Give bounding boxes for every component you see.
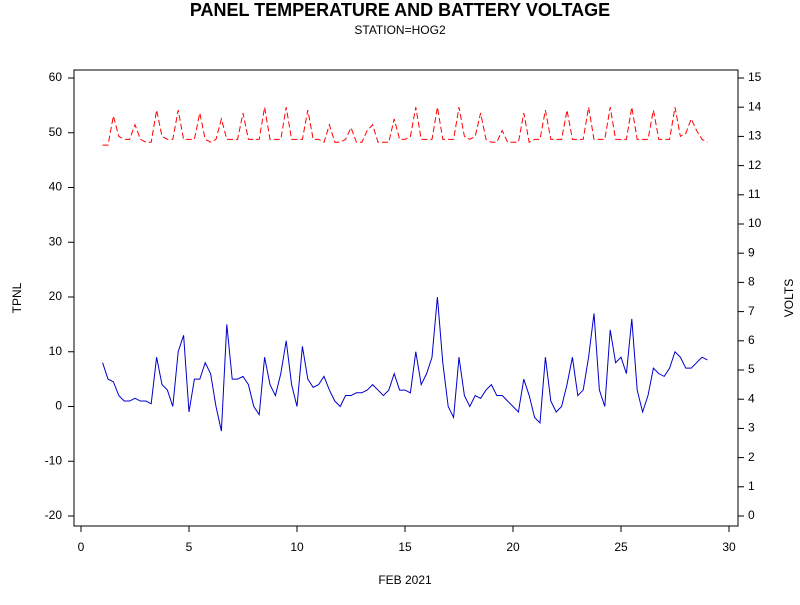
y-tick-label: 30 [49,234,63,248]
data-line [102,296,708,432]
y2-tick-label: 7 [748,304,755,318]
y2-tick-label: 4 [748,391,755,405]
y-axis-label: TPNL [10,282,24,313]
y-tick-label: 60 [49,70,63,84]
y2-tick-label: 1 [748,479,755,493]
x-tick-label: 15 [398,540,412,554]
y2-tick-label: 10 [748,216,762,230]
data-line [102,107,708,146]
y-tick-label: 10 [49,344,63,358]
y2-tick-label: 14 [748,99,762,113]
y-tick-label: 50 [49,125,63,139]
x-tick-label: 10 [290,540,304,554]
x-tick-label: 0 [78,540,85,554]
y2-axis-label: VOLTS [782,279,796,317]
plot-frame [73,69,739,527]
y-tick-label: 40 [49,180,63,194]
chart-subtitle: STATION=HOG2 [354,23,446,37]
chart-title: PANEL TEMPERATURE AND BATTERY VOLTAGE [190,0,610,20]
y2-tick-label: 5 [748,362,755,376]
y2-tick-label: 11 [748,187,761,201]
y-tick-label: -20 [45,508,63,522]
x-tick-label: 5 [186,540,193,554]
y2-tick-label: 0 [748,508,755,522]
y-tick-label: 0 [55,399,62,413]
y2-tick-label: 6 [748,333,755,347]
x-axis-label: FEB 2021 [378,573,432,587]
y-tick-label: 20 [49,289,63,303]
x-tick-label: 20 [506,540,520,554]
x-tick-label: 30 [722,540,736,554]
y2-tick-label: 15 [748,70,762,84]
y2-tick-label: 12 [748,158,762,172]
y2-tick-label: 13 [748,129,762,143]
y-tick-label: -10 [45,453,63,467]
y2-tick-label: 2 [748,450,755,464]
y2-tick-label: 8 [748,275,755,289]
y2-tick-label: 3 [748,421,755,435]
x-tick-label: 25 [614,540,628,554]
y2-tick-label: 9 [748,245,755,259]
